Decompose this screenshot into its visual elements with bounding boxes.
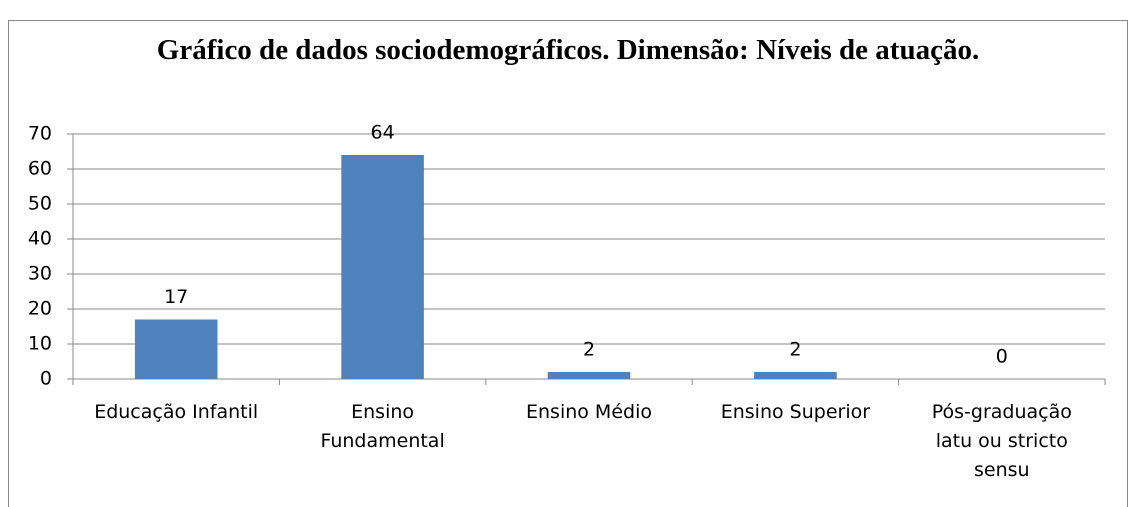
data-label: 0 [996,346,1008,368]
y-tick-label: 60 [28,158,52,180]
y-tick-label: 70 [28,123,52,145]
bar [547,372,631,379]
chart-title: Gráfico de dados sociodemográficos. Dime… [156,34,980,66]
chart-border [8,20,1128,507]
x-tick-label: Pós-graduação latu ou stricto sensu [931,401,1072,481]
x-tick-label: Educação Infantil [94,401,259,423]
data-label: 2 [789,339,801,361]
x-tick-label: Ensino Fundamental [320,401,445,452]
data-label: 17 [164,286,188,308]
y-tick-label: 30 [28,263,52,285]
data-label: 64 [371,122,395,144]
y-tick-label: 50 [28,193,52,215]
y-tick-label: 10 [28,333,52,355]
y-tick-label: 0 [40,368,52,390]
y-tick-label: 20 [28,298,52,320]
x-tick-label: Ensino Médio [526,401,652,423]
y-tick-label: 40 [28,228,52,250]
bar [754,372,837,379]
bar [134,319,218,379]
bar [341,155,424,379]
x-tick-label: Ensino Superior [720,401,871,423]
data-label: 2 [583,339,595,361]
